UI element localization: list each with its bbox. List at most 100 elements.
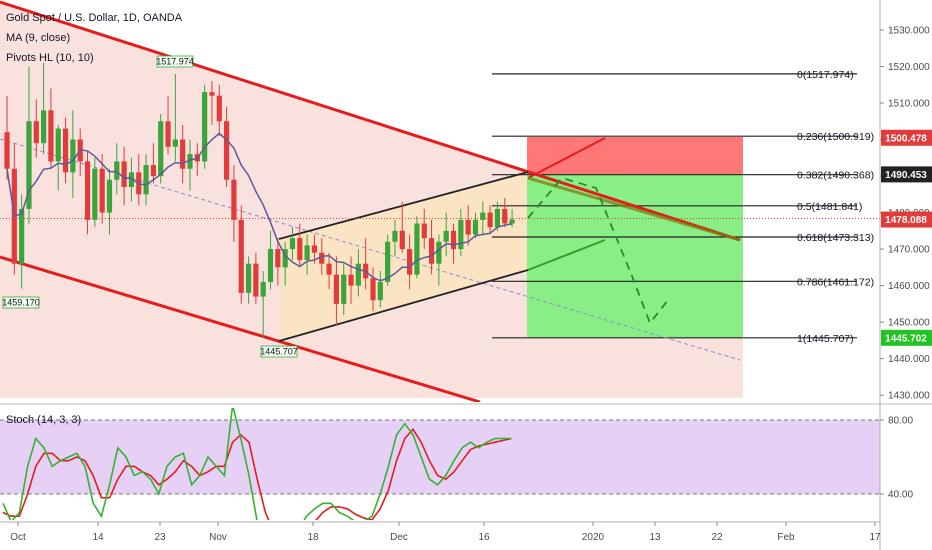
candle-body[interactable]: [494, 208, 501, 228]
candle-body[interactable]: [370, 278, 376, 301]
symbol-title[interactable]: Gold Spot / U.S. Dollar, 1D, OANDA: [6, 12, 183, 24]
candle-body[interactable]: [106, 179, 113, 213]
target-zone: [527, 174, 743, 338]
price-pane[interactable]: 0(1517.974) 0.236(1500.919) 0.382(1490.368…: [0, 0, 880, 402]
candle-body[interactable]: [311, 245, 318, 253]
candle-body[interactable]: [377, 281, 383, 301]
candle-body[interactable]: [428, 238, 435, 264]
candle-body[interactable]: [480, 212, 486, 220]
fib-level-label: 1(1445.707): [797, 333, 854, 345]
inner-channel-upper[interactable]: [278, 171, 529, 240]
candle-body[interactable]: [62, 128, 69, 173]
candle-body[interactable]: [245, 263, 252, 293]
candle-body[interactable]: [158, 121, 164, 177]
candle-body[interactable]: [33, 121, 39, 144]
candle-body[interactable]: [509, 219, 515, 224]
candle-body[interactable]: [41, 110, 47, 144]
candle-body[interactable]: [465, 219, 471, 235]
inner-channel-lower[interactable]: [278, 269, 529, 342]
price-tag-bg: [881, 211, 932, 228]
candle-body[interactable]: [282, 249, 288, 268]
time-tick-label: Oct: [10, 532, 26, 543]
price-tick-label: 1450.000: [888, 318, 930, 329]
candle-body[interactable]: [209, 92, 215, 96]
pivots-indicator-label[interactable]: Pivots HL (10, 10): [6, 52, 94, 64]
stoch-label[interactable]: Stoch (14, 3, 3): [6, 414, 81, 426]
candle-body[interactable]: [333, 274, 339, 304]
price-tag-text: 1445.702: [885, 333, 927, 344]
stoch-axis[interactable]: 80.00 40.00: [880, 416, 913, 501]
pivot-label-low-2: 1445.707: [260, 345, 298, 358]
projection-green-line[interactable]: [527, 239, 606, 271]
candle-body[interactable]: [4, 132, 10, 169]
candle-body[interactable]: [487, 212, 493, 228]
candle-body[interactable]: [114, 161, 120, 180]
candle-body[interactable]: [224, 121, 230, 180]
candle-body[interactable]: [443, 230, 449, 242]
candle-body[interactable]: [26, 121, 32, 209]
candle-body[interactable]: [407, 249, 413, 275]
candle-body[interactable]: [55, 128, 61, 162]
candle-body[interactable]: [231, 179, 237, 220]
ma-indicator-label[interactable]: MA (9, close): [6, 32, 70, 44]
time-tick-label: 2020: [582, 532, 605, 543]
candle-body[interactable]: [165, 121, 171, 147]
candle-body[interactable]: [19, 208, 25, 264]
candle-body[interactable]: [260, 281, 266, 297]
candle-body[interactable]: [348, 274, 354, 286]
projection-red-line[interactable]: [527, 137, 606, 179]
time-tick-label: Feb: [777, 532, 795, 543]
candle-body[interactable]: [319, 252, 325, 264]
candle-body[interactable]: [472, 219, 479, 235]
candle-body[interactable]: [267, 249, 274, 282]
candle-body[interactable]: [355, 263, 361, 286]
price-tick-label: 1430.000: [888, 391, 930, 402]
candle-body[interactable]: [84, 161, 91, 220]
candle-body[interactable]: [399, 230, 405, 250]
time-axis[interactable]: Oct 14 23 Nov 18 Dec 16 2020 13 22 Feb 17: [10, 522, 881, 543]
candle-body[interactable]: [458, 219, 464, 250]
fib-level-label: 0.618(1473.313): [797, 232, 874, 244]
candle-body[interactable]: [172, 139, 178, 147]
candle-body[interactable]: [326, 263, 332, 275]
candle-body[interactable]: [99, 168, 105, 213]
candle-body[interactable]: [275, 249, 281, 268]
candle-body[interactable]: [70, 139, 76, 173]
candle-body[interactable]: [150, 165, 156, 177]
candle-body[interactable]: [450, 230, 457, 250]
stoch-pane[interactable]: [0, 405, 880, 550]
candle-body[interactable]: [436, 241, 442, 264]
candle-body[interactable]: [253, 263, 259, 297]
price-tag-text: 1490.453: [885, 170, 927, 181]
fib-level-label: 0.382(1490.368): [797, 170, 874, 182]
candle-body[interactable]: [92, 168, 98, 220]
candle-body[interactable]: [48, 110, 54, 162]
candle-body[interactable]: [341, 274, 347, 304]
candle-body[interactable]: [289, 238, 296, 250]
candle-body[interactable]: [121, 161, 127, 187]
time-tick-label: 14: [92, 532, 104, 543]
candle-body[interactable]: [143, 165, 149, 195]
candle-body[interactable]: [421, 223, 427, 239]
candle-body[interactable]: [297, 238, 303, 261]
channel-lower-line[interactable]: [0, 255, 481, 402]
candle-body[interactable]: [216, 95, 222, 122]
price-tick-label: 1520.000: [888, 62, 930, 73]
channel-upper-line[interactable]: [0, 0, 741, 242]
time-tick-label: 22: [711, 532, 723, 543]
time-tick-label: 16: [478, 532, 490, 543]
candle-body[interactable]: [202, 92, 208, 162]
candle-body[interactable]: [304, 245, 310, 261]
candle-body[interactable]: [128, 172, 135, 187]
candle-body[interactable]: [502, 208, 508, 224]
candle-body[interactable]: [187, 154, 193, 169]
stop-zone: [527, 137, 743, 174]
candle-body[interactable]: [414, 223, 420, 275]
candle-body[interactable]: [238, 219, 244, 293]
candle-body[interactable]: [180, 139, 186, 169]
fib-levels: 0(1517.974) 0.236(1500.919) 0.382(1490.368…: [492, 69, 874, 345]
fib-level-label: 0.786(1461.172): [797, 276, 874, 288]
candle-body[interactable]: [392, 230, 398, 242]
candle-body[interactable]: [385, 241, 391, 282]
